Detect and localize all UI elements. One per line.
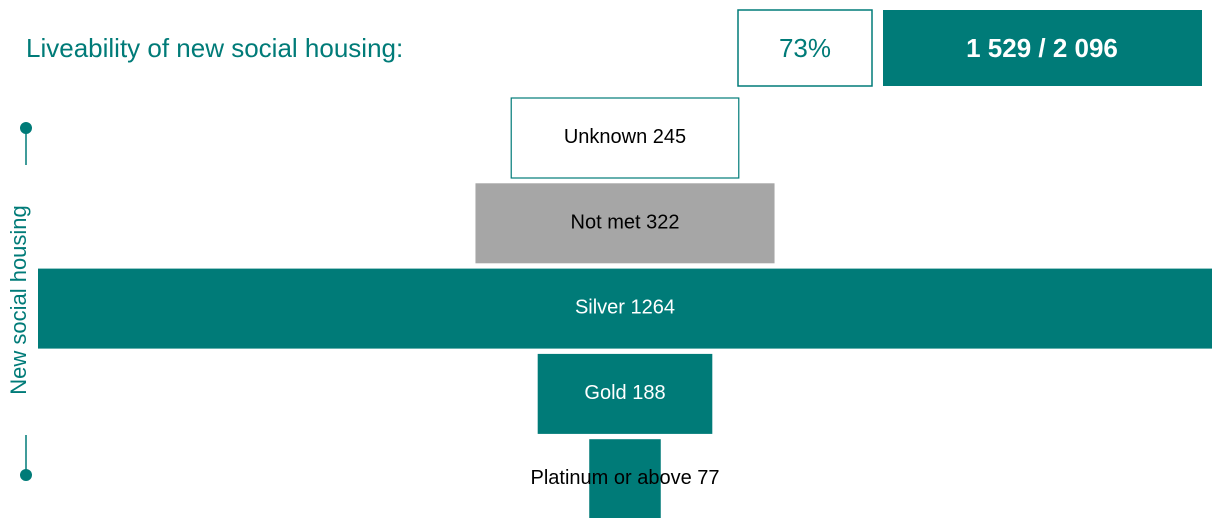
category-label: Silver <box>575 297 625 319</box>
bar-label: Gold 188 <box>584 382 665 404</box>
funnel-bar <box>537 353 713 434</box>
category-label: Not met <box>571 212 641 234</box>
value-label: 188 <box>632 382 665 404</box>
funnel-bar <box>38 268 1212 349</box>
percent-box <box>737 9 873 87</box>
category-label: Gold <box>584 382 626 404</box>
funnel-bar <box>475 183 775 264</box>
bar-label: Silver 1264 <box>575 297 675 319</box>
title: Liveability of new social housing: <box>26 33 403 63</box>
category-label: Platinum or above <box>530 467 691 489</box>
funnel-bar <box>589 439 661 518</box>
value-label: 77 <box>697 467 719 489</box>
axis-dot <box>20 469 32 481</box>
category-label: Unknown <box>564 126 647 148</box>
count: 1 529 / 2 096 <box>966 33 1118 63</box>
bar-label: Not met 322 <box>571 212 680 234</box>
bar-label: Unknown 245 <box>564 126 686 148</box>
percent: 73% <box>779 33 831 63</box>
y-axis-label: New social housing <box>6 205 31 395</box>
value-label: 245 <box>653 126 686 148</box>
value-label: 322 <box>646 212 679 234</box>
value-label: 1264 <box>631 297 676 319</box>
count-box <box>883 10 1202 86</box>
bar-label: Platinum or above 77 <box>530 467 719 489</box>
funnel-bar <box>510 97 740 179</box>
